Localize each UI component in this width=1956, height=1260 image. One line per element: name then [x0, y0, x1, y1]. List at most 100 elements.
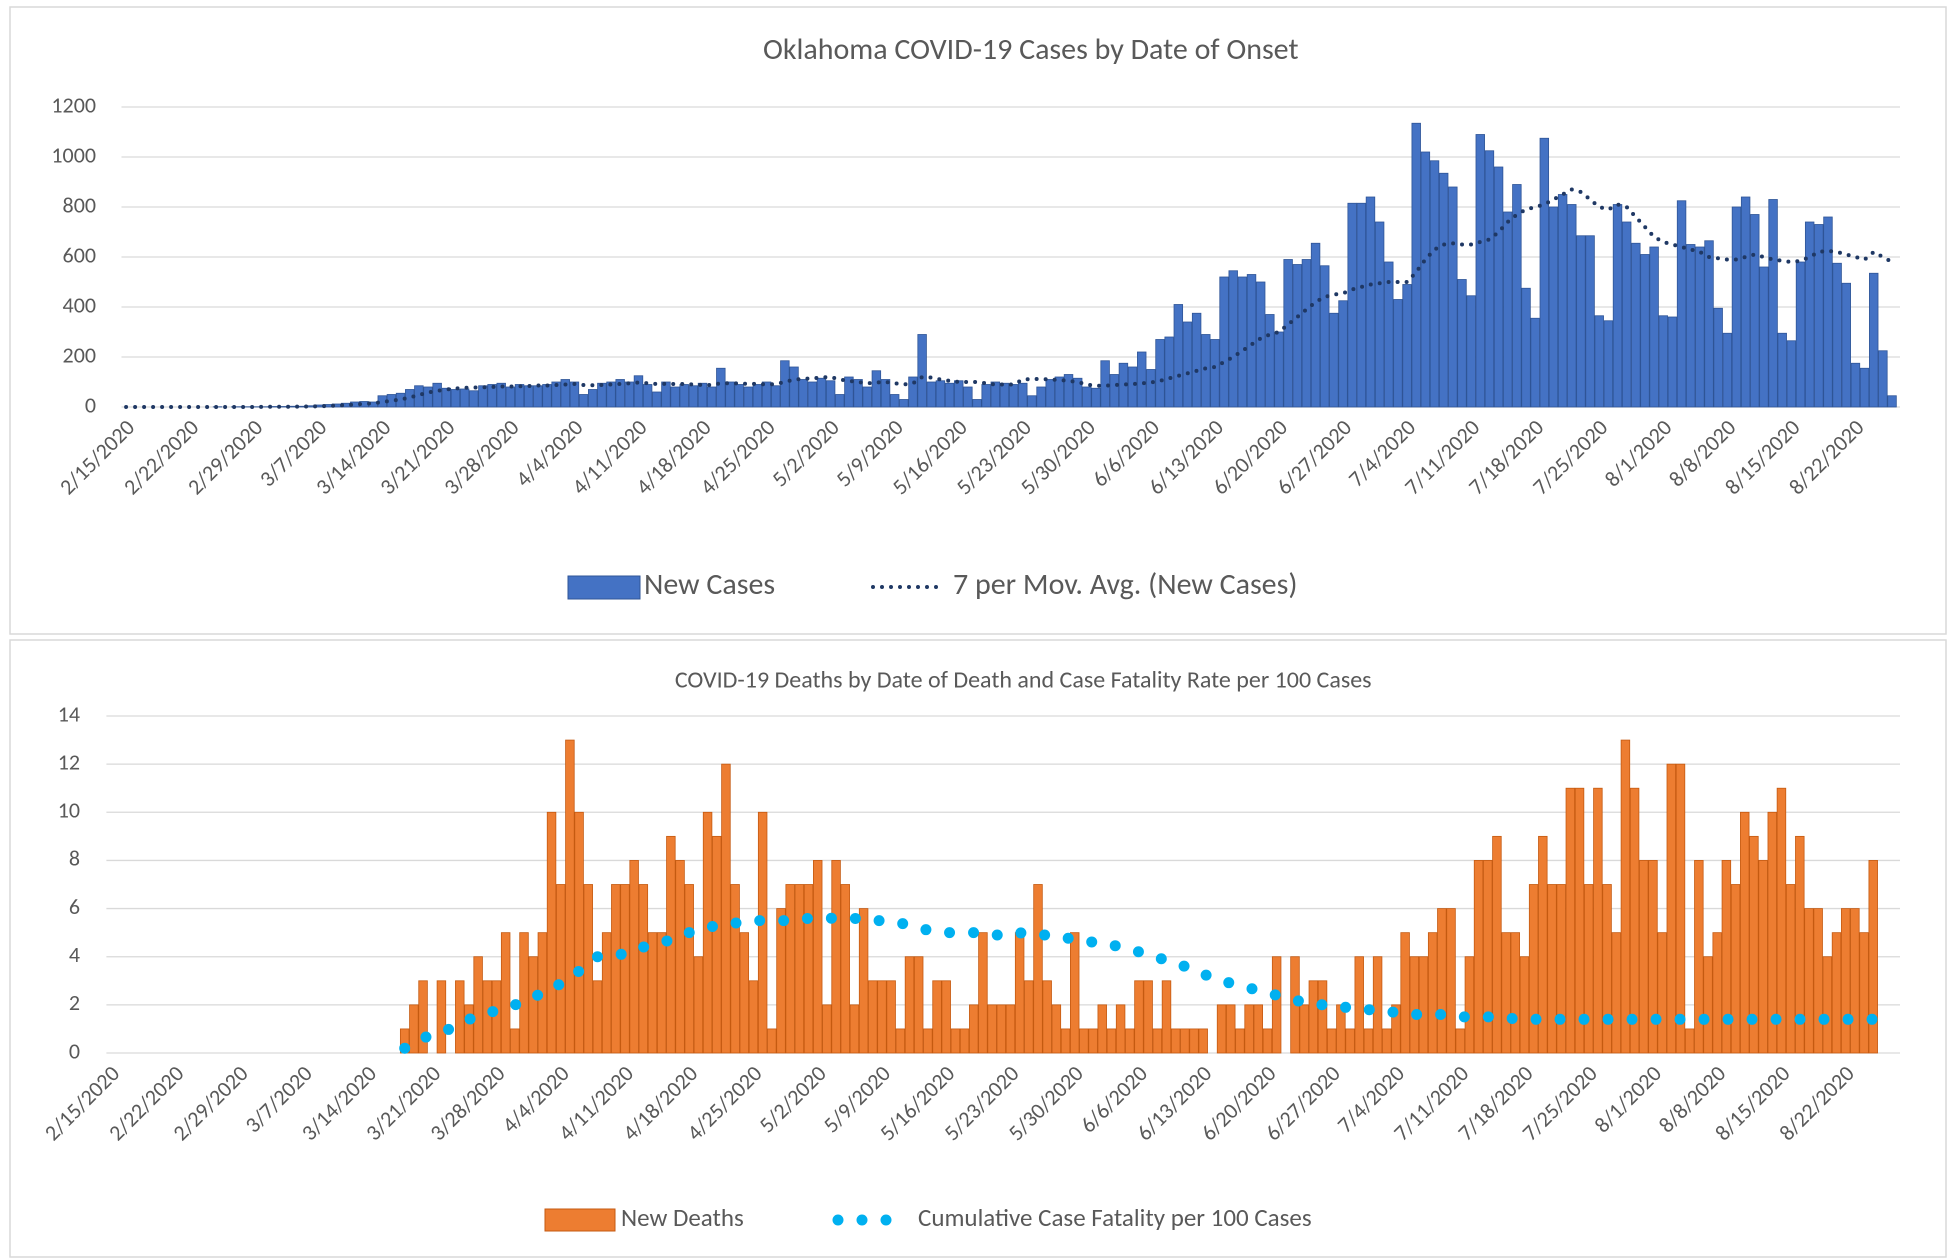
bar — [1198, 1028, 1208, 1054]
bar — [1091, 387, 1101, 408]
y-tick-label: 0 — [85, 391, 96, 418]
bar — [895, 1028, 906, 1054]
y-tick-label: 600 — [63, 241, 96, 268]
bar — [556, 884, 566, 1054]
bar — [1235, 1028, 1245, 1054]
bar — [725, 381, 735, 408]
bar — [1822, 956, 1833, 1054]
bar — [904, 956, 915, 1054]
bar — [1887, 395, 1897, 408]
bar — [1326, 1028, 1337, 1054]
bar — [1576, 235, 1586, 408]
bar — [844, 376, 854, 408]
bar — [611, 884, 621, 1054]
bar — [743, 386, 753, 408]
bar — [560, 379, 570, 408]
bar — [500, 932, 511, 1054]
bar — [1869, 272, 1879, 408]
bar — [606, 381, 616, 408]
bar — [1703, 956, 1713, 1054]
bar — [1777, 332, 1787, 408]
bar — [510, 1028, 520, 1054]
bar — [1054, 376, 1065, 408]
bar — [1785, 884, 1796, 1054]
y-tick-label: 400 — [63, 291, 96, 318]
y-tick-label: 2 — [69, 989, 80, 1016]
bar — [1831, 932, 1842, 1054]
chart-title: COVID-19 Deaths by Date of Death and Cas… — [675, 666, 1372, 695]
bar — [789, 366, 799, 408]
bar — [1317, 980, 1328, 1054]
bar — [1391, 1004, 1401, 1054]
bar — [1850, 362, 1861, 408]
bar — [959, 1028, 970, 1054]
bar — [583, 884, 593, 1054]
bar — [1667, 316, 1678, 408]
y-tick-label: 8 — [69, 845, 80, 872]
bar — [1262, 1028, 1273, 1054]
bar — [1180, 1028, 1190, 1054]
bar — [963, 386, 973, 408]
bar — [739, 932, 750, 1054]
bar — [1859, 932, 1869, 1054]
bar — [1088, 1028, 1098, 1054]
bar — [913, 956, 924, 1054]
bar — [987, 1004, 997, 1054]
bar — [1271, 956, 1282, 1054]
bar — [886, 980, 896, 1054]
y-tick-label: 6 — [69, 893, 80, 920]
bar — [816, 377, 827, 408]
bar — [889, 394, 900, 408]
bar — [1740, 811, 1750, 1054]
bar — [1475, 134, 1485, 408]
legend-label: New Cases — [644, 566, 775, 603]
bar — [1237, 276, 1248, 408]
bar — [954, 380, 964, 408]
legend-label: 7 per Mov. Avg. (New Cases) — [953, 566, 1297, 603]
bar — [565, 739, 575, 1054]
bar — [679, 384, 689, 408]
bar — [1191, 312, 1202, 408]
bar — [629, 860, 639, 1054]
bar — [464, 1004, 474, 1054]
bar — [761, 381, 772, 408]
bar — [1512, 184, 1522, 408]
bar — [1768, 199, 1778, 408]
bar — [926, 381, 936, 408]
bar — [1840, 908, 1851, 1054]
bar — [917, 334, 927, 408]
bar — [1457, 279, 1467, 408]
bar — [1216, 1004, 1227, 1054]
bar — [1695, 246, 1705, 408]
bar — [1629, 787, 1640, 1054]
legend-label: Cumulative Case Fatality per 100 Cases — [918, 1202, 1312, 1233]
bar — [1143, 980, 1153, 1054]
bar — [1721, 860, 1732, 1054]
bar — [1539, 137, 1550, 408]
bar — [1612, 204, 1623, 408]
bar — [1274, 331, 1284, 408]
bar — [1060, 1028, 1071, 1054]
bar — [1051, 1004, 1062, 1054]
bar — [624, 381, 635, 408]
bar — [1749, 835, 1759, 1054]
bar — [1063, 374, 1074, 408]
bar — [877, 980, 887, 1054]
bar — [1384, 261, 1394, 408]
bar — [771, 385, 781, 408]
bar — [1631, 242, 1641, 408]
bar — [1347, 202, 1357, 408]
bar — [409, 1004, 419, 1054]
bar — [1301, 259, 1312, 408]
bar — [1446, 908, 1456, 1054]
bar — [1528, 884, 1539, 1054]
bar — [1226, 1004, 1236, 1054]
bar — [1583, 884, 1594, 1054]
bar — [1574, 787, 1585, 1054]
bar — [1640, 254, 1650, 408]
bar — [1556, 884, 1566, 1054]
bar — [923, 1028, 933, 1054]
bar — [1786, 340, 1797, 408]
bar — [853, 379, 863, 408]
